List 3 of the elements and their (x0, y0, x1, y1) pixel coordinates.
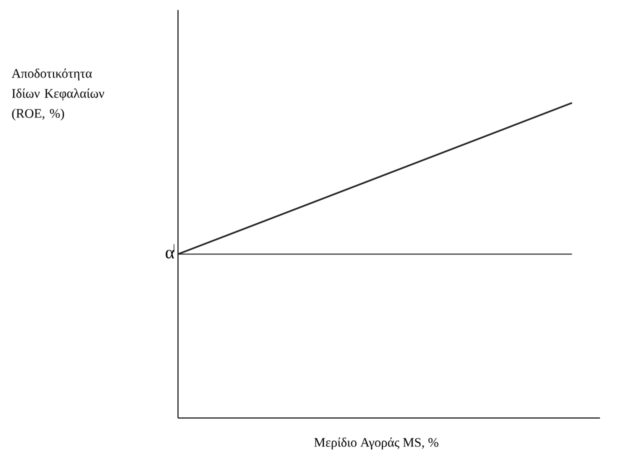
annotation: α (166, 250, 174, 258)
x-axis-title: Μερίδιο Αγοράς MS, % (314, 438, 438, 450)
y-axis-title: Αποδοτικότητα Ιδίων Κεφαλαίων (ROE, %) (12, 68, 104, 120)
